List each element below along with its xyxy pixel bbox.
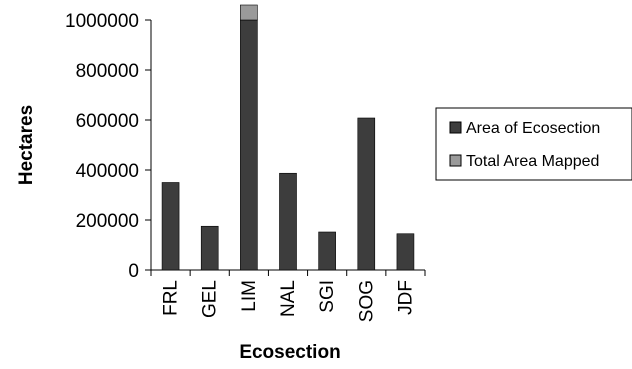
y-tick-label: 1000000 <box>65 11 139 32</box>
x-tick-label: SOG <box>356 280 377 322</box>
y-tick-label: 200000 <box>76 211 139 232</box>
y-tick-label: 600000 <box>76 111 139 132</box>
legend: Area of Ecosection Total Area Mapped <box>435 107 632 181</box>
bars <box>161 4 415 271</box>
x-tick-label: FRL <box>161 280 182 316</box>
bar-sog-area-of-ecosection <box>357 117 376 271</box>
axes <box>145 19 426 276</box>
y-tick-label: 800000 <box>76 61 139 82</box>
bar-jdf-area-of-ecosection <box>396 233 415 271</box>
y-tick-label: 400000 <box>76 161 139 182</box>
legend-label: Total Area Mapped <box>466 153 599 170</box>
bar-sgi-area-of-ecosection <box>318 231 336 271</box>
bar-gel-area-of-ecosection <box>200 225 219 271</box>
bar-lim-area-of-ecosection <box>240 19 258 271</box>
legend-swatch <box>449 154 462 167</box>
bar-lim-total-area-mapped <box>240 4 258 21</box>
x-tick-label: SGI <box>317 280 338 313</box>
legend-label: Area of Ecosection <box>466 120 600 137</box>
tick-labels: 0 200000 400000 600000 800000 1000000 FRL GEL LI… <box>65 11 416 322</box>
y-tick-label: 0 <box>128 261 139 282</box>
legend-swatch <box>449 121 462 134</box>
x-tick-label: NAL <box>278 280 299 317</box>
legend-items: Area of Ecosection Total Area Mapped <box>449 120 600 170</box>
x-tick-label: JDF <box>395 280 416 315</box>
x-tick-label: GEL <box>200 280 221 318</box>
x-tick-label: LIM <box>239 280 260 312</box>
bar-frl-area-of-ecosection <box>161 182 180 271</box>
x-axis-title: Ecosection <box>239 342 340 363</box>
y-axis-title: Hectares <box>16 105 37 185</box>
legend-frame <box>435 107 632 181</box>
bar-nal-area-of-ecosection <box>279 172 297 271</box>
